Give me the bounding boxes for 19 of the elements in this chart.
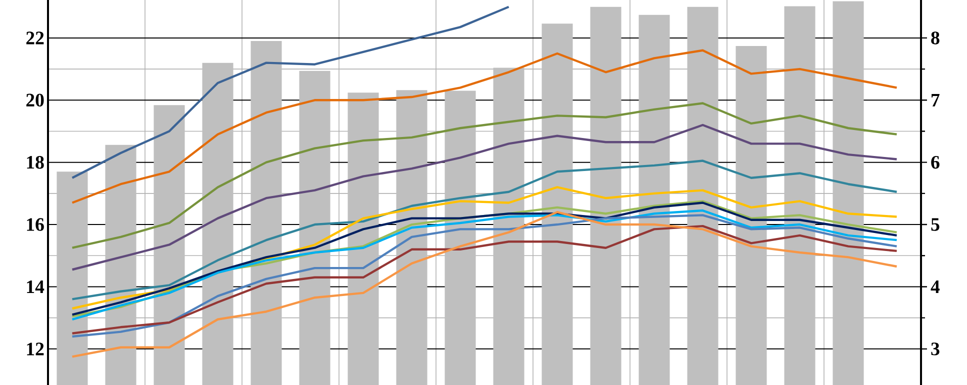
y-tick-label: 12 xyxy=(27,342,44,356)
line-series xyxy=(71,6,510,179)
y2-tick-label: 6 xyxy=(931,156,940,169)
line-series xyxy=(71,186,898,310)
y2-tick-label: 4 xyxy=(930,280,940,293)
line-series xyxy=(71,124,898,271)
y2-tick-label: 8 xyxy=(931,32,940,44)
y2-tick-label: 3 xyxy=(931,342,940,356)
y2-tick-label: 7 xyxy=(932,94,940,106)
line-series xyxy=(71,102,898,249)
y-tick-label: 18 xyxy=(27,156,44,169)
y-tick-label: 20 xyxy=(26,94,44,107)
line-series xyxy=(71,160,898,300)
y-tick-label: 16 xyxy=(27,218,44,231)
y-tick-label: 22 xyxy=(26,32,44,44)
y-tick-label: 14 xyxy=(27,280,44,293)
line-series xyxy=(71,210,898,358)
line-series xyxy=(71,49,898,204)
y2-tick-label: 5 xyxy=(931,218,940,231)
